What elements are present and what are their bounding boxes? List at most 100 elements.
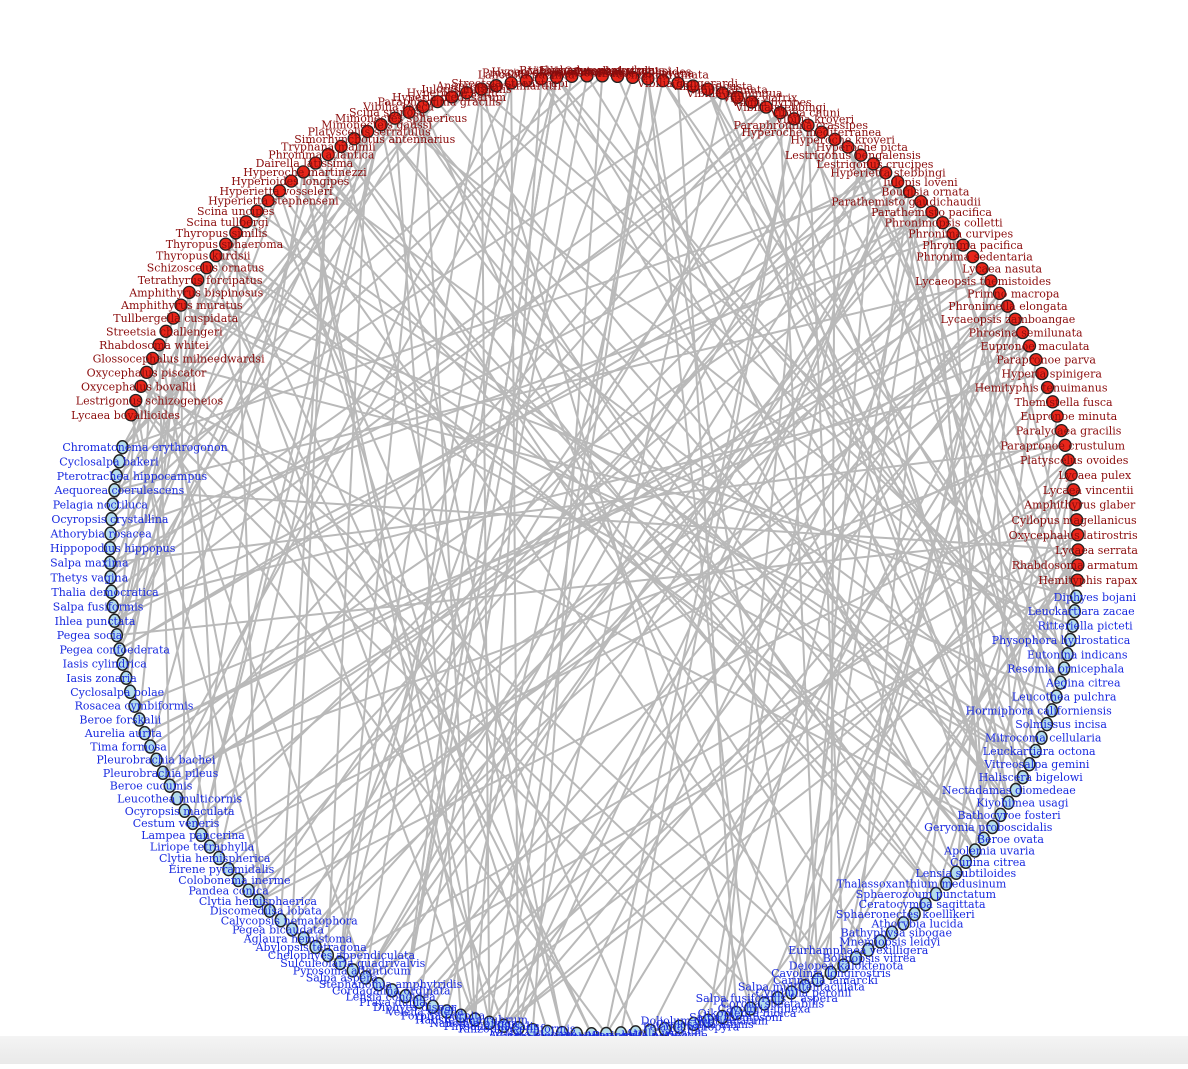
prey-node[interactable] bbox=[138, 725, 151, 741]
prey-node[interactable] bbox=[785, 985, 798, 1000]
prey-node[interactable] bbox=[919, 896, 932, 912]
predator-node[interactable] bbox=[902, 184, 917, 199]
prey-node[interactable] bbox=[128, 698, 141, 713]
prey-node[interactable] bbox=[837, 958, 850, 973]
predator-node[interactable] bbox=[549, 70, 564, 84]
predator-node[interactable] bbox=[489, 79, 503, 93]
predator-node[interactable] bbox=[1068, 498, 1082, 512]
predator-node[interactable] bbox=[936, 216, 950, 230]
prey-node[interactable] bbox=[658, 1021, 672, 1037]
predator-node[interactable] bbox=[891, 175, 905, 189]
predator-node[interactable] bbox=[715, 86, 730, 100]
prey-node[interactable] bbox=[119, 670, 133, 686]
predator-node[interactable] bbox=[1050, 409, 1064, 423]
prey-node[interactable] bbox=[1054, 675, 1067, 690]
predator-node[interactable] bbox=[261, 194, 275, 208]
prey-node[interactable] bbox=[468, 1012, 482, 1027]
predator-node[interactable] bbox=[191, 273, 205, 287]
predator-node[interactable] bbox=[787, 112, 801, 126]
prey-node[interactable] bbox=[1066, 618, 1079, 633]
predator-node[interactable] bbox=[1071, 558, 1085, 572]
predator-node[interactable] bbox=[296, 165, 310, 179]
prey-node[interactable] bbox=[399, 989, 412, 1004]
predator-node[interactable] bbox=[445, 90, 459, 104]
prey-node[interactable] bbox=[874, 934, 887, 949]
predator-node[interactable] bbox=[626, 70, 640, 85]
predator-node[interactable] bbox=[139, 365, 154, 379]
predator-node[interactable] bbox=[759, 100, 773, 114]
prey-node[interactable] bbox=[116, 439, 129, 455]
predator-node[interactable] bbox=[334, 139, 348, 154]
prey-node[interactable] bbox=[1061, 647, 1074, 662]
predator-node[interactable] bbox=[992, 286, 1007, 301]
prey-node[interactable] bbox=[426, 999, 440, 1015]
predator-node[interactable] bbox=[1071, 543, 1085, 557]
predator-node[interactable] bbox=[402, 105, 416, 119]
predator-node[interactable] bbox=[854, 148, 868, 162]
predator-node[interactable] bbox=[1054, 423, 1069, 438]
prey-node[interactable] bbox=[673, 1019, 686, 1034]
prey-node[interactable] bbox=[885, 925, 899, 940]
prey-node[interactable] bbox=[994, 807, 1007, 823]
predator-node[interactable] bbox=[701, 82, 715, 96]
predator-node[interactable] bbox=[879, 166, 893, 180]
predator-node[interactable] bbox=[182, 285, 196, 300]
prey-node[interactable] bbox=[811, 972, 825, 988]
prey-node[interactable] bbox=[483, 1015, 496, 1031]
predator-node[interactable] bbox=[671, 76, 685, 90]
prey-node[interactable] bbox=[105, 511, 118, 527]
predator-node[interactable] bbox=[1040, 380, 1055, 395]
predator-node[interactable] bbox=[347, 132, 361, 146]
prey-node[interactable] bbox=[123, 684, 137, 700]
predator-node[interactable] bbox=[1029, 352, 1043, 367]
prey-node[interactable] bbox=[701, 1013, 715, 1028]
prey-node[interactable] bbox=[110, 627, 124, 643]
predator-node[interactable] bbox=[1070, 573, 1084, 587]
prey-node[interactable] bbox=[156, 765, 170, 781]
prey-node[interactable] bbox=[849, 950, 863, 966]
prey-node[interactable] bbox=[203, 839, 217, 854]
prey-node[interactable] bbox=[968, 843, 982, 858]
predator-node[interactable] bbox=[1061, 453, 1076, 467]
predator-node[interactable] bbox=[1015, 325, 1030, 340]
prey-node[interactable] bbox=[105, 584, 118, 600]
predator-node[interactable] bbox=[730, 90, 744, 104]
prey-node[interactable] bbox=[113, 642, 126, 657]
predator-node[interactable] bbox=[229, 226, 243, 240]
prey-node[interactable] bbox=[730, 1005, 743, 1021]
predator-node[interactable] bbox=[1008, 312, 1022, 326]
predator-node[interactable] bbox=[519, 73, 533, 88]
predator-node[interactable] bbox=[1045, 395, 1060, 409]
prey-node[interactable] bbox=[897, 916, 910, 931]
predator-node[interactable] bbox=[595, 69, 609, 83]
predator-node[interactable] bbox=[925, 205, 939, 219]
prey-node[interactable] bbox=[372, 976, 385, 992]
predator-node[interactable] bbox=[841, 140, 855, 154]
predator-node[interactable] bbox=[134, 379, 148, 393]
prey-node[interactable] bbox=[744, 1001, 757, 1016]
predator-node[interactable] bbox=[773, 106, 787, 120]
predator-node[interactable] bbox=[308, 156, 323, 170]
predator-node[interactable] bbox=[641, 72, 655, 86]
predator-node[interactable] bbox=[1070, 528, 1085, 542]
predator-node[interactable] bbox=[984, 274, 998, 288]
prey-node[interactable] bbox=[908, 906, 921, 922]
predator-node[interactable] bbox=[159, 324, 173, 338]
prey-node[interactable] bbox=[1045, 703, 1059, 718]
prey-node[interactable] bbox=[232, 872, 245, 888]
prey-node[interactable] bbox=[178, 803, 191, 819]
prey-node[interactable] bbox=[412, 994, 426, 1010]
prey-node[interactable] bbox=[929, 886, 943, 902]
prey-node[interactable] bbox=[959, 854, 973, 870]
prey-node[interactable] bbox=[798, 979, 812, 994]
prey-node[interactable] bbox=[512, 1021, 525, 1036]
predator-node[interactable] bbox=[1000, 299, 1015, 313]
prey-node[interactable] bbox=[285, 922, 299, 937]
prey-node[interactable] bbox=[824, 965, 838, 981]
prey-node[interactable] bbox=[862, 942, 875, 958]
predator-node[interactable] bbox=[1066, 483, 1081, 497]
predator-node[interactable] bbox=[152, 338, 166, 352]
predator-node[interactable] bbox=[1070, 513, 1084, 527]
prey-node[interactable] bbox=[1040, 716, 1054, 732]
prey-node[interactable] bbox=[940, 876, 953, 891]
